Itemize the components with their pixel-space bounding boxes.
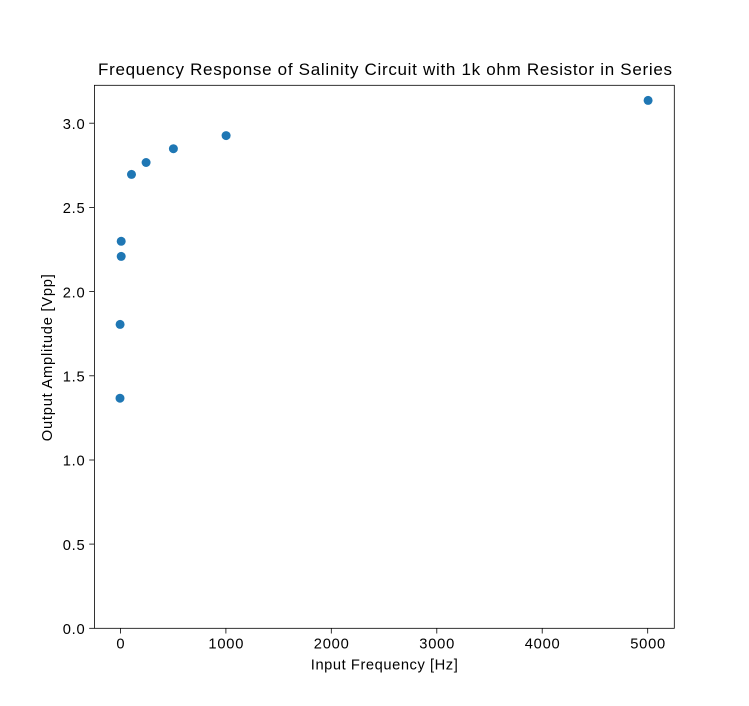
svg-text:3.0: 3.0: [63, 117, 85, 133]
svg-text:2.5: 2.5: [63, 201, 85, 217]
svg-text:1000: 1000: [208, 637, 243, 653]
svg-text:Frequency Response of Salinity: Frequency Response of Salinity Circuit w…: [98, 60, 672, 79]
svg-text:Input Frequency [Hz]: Input Frequency [Hz]: [311, 657, 458, 673]
svg-text:2.0: 2.0: [63, 285, 85, 301]
svg-text:2000: 2000: [314, 637, 349, 653]
svg-text:0.0: 0.0: [63, 622, 85, 638]
svg-text:3000: 3000: [419, 637, 454, 653]
svg-text:4000: 4000: [525, 637, 560, 653]
svg-text:0: 0: [116, 637, 124, 653]
svg-text:1.0: 1.0: [63, 454, 85, 470]
svg-text:5000: 5000: [630, 637, 665, 653]
svg-text:Output Amplitude [Vpp]: Output Amplitude [Vpp]: [40, 274, 56, 441]
svg-text:0.5: 0.5: [63, 538, 85, 554]
svg-text:1.5: 1.5: [63, 370, 85, 386]
